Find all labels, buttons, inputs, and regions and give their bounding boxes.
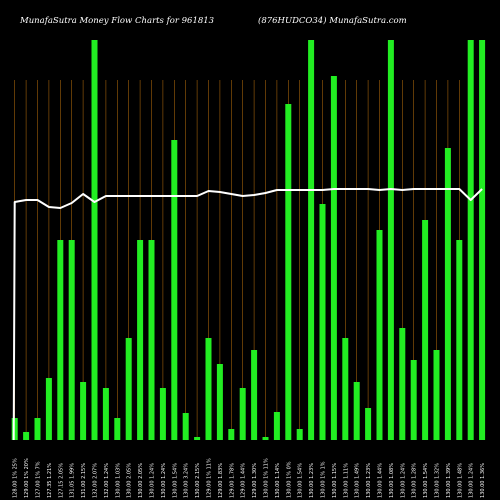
bar bbox=[159, 388, 166, 440]
x-tick-label: 130.00 1.24% bbox=[161, 463, 167, 498]
x-tick-label: 130.00 1.23% bbox=[309, 463, 315, 498]
x-tick-label: 130.00 3.24% bbox=[184, 463, 190, 498]
x-tick-label: 128.00 1% 25% bbox=[13, 458, 19, 498]
x-tick-label: 130.00 1.03% bbox=[115, 463, 121, 498]
x-tick-label: 129.00 1% 20% bbox=[24, 458, 30, 498]
bar bbox=[399, 328, 406, 440]
bar bbox=[171, 140, 178, 440]
bar bbox=[137, 240, 144, 440]
bar bbox=[308, 40, 315, 440]
x-tick-label: 129.00 1.44% bbox=[241, 463, 247, 498]
bar bbox=[23, 432, 30, 440]
x-tick-label: 130.00 1.08% bbox=[389, 463, 395, 498]
bar bbox=[148, 240, 155, 440]
x-tick-label: 130.00 1.54% bbox=[423, 463, 429, 498]
x-tick-label: 129.00 1.30% bbox=[252, 463, 258, 498]
bar bbox=[182, 413, 189, 440]
bar bbox=[114, 418, 121, 440]
x-tick-label: 130.00 1.24% bbox=[469, 463, 475, 498]
x-tick-label: 130.00 1.14% bbox=[275, 463, 281, 498]
x-tick-label: 130.00 1.11% bbox=[343, 463, 349, 498]
bar bbox=[387, 40, 394, 440]
x-tick-label: 130.00 2.05% bbox=[127, 463, 133, 498]
bar bbox=[91, 40, 98, 440]
bar bbox=[365, 408, 372, 440]
x-tick-label: 130.00 1% 1% bbox=[321, 461, 327, 498]
x-tick-label: 132.00 1.24% bbox=[104, 463, 110, 498]
x-tick-label: 130.00 1.28% bbox=[412, 463, 418, 498]
bar bbox=[467, 40, 474, 440]
bar bbox=[330, 76, 337, 440]
bar bbox=[80, 382, 87, 440]
x-tick-label: 130.00 1.48% bbox=[457, 463, 463, 498]
x-tick-label: 130.00 1% 11% bbox=[264, 458, 270, 498]
x-tick-label: 127.00 1% 7% bbox=[36, 461, 42, 498]
bar bbox=[342, 338, 349, 440]
x-tick-label: 132.00 2.07% bbox=[93, 463, 99, 498]
x-tick-label: 127.35 1.21% bbox=[47, 463, 53, 498]
bar bbox=[125, 338, 132, 440]
bar bbox=[216, 364, 223, 440]
x-tick-label: 130.00 1.24% bbox=[150, 463, 156, 498]
x-tick-label: 130.00 1.54% bbox=[298, 463, 304, 498]
x-tick-label: 127.15 2.05% bbox=[58, 463, 64, 498]
x-tick-label: 130.00 1% 0% bbox=[286, 461, 292, 498]
bar bbox=[194, 437, 201, 440]
bar bbox=[34, 418, 41, 440]
bar bbox=[68, 240, 75, 440]
x-tick-label: 130.00 1.15% bbox=[332, 463, 338, 498]
bar bbox=[479, 40, 486, 440]
bar bbox=[444, 148, 451, 440]
bar bbox=[456, 240, 463, 440]
bar bbox=[433, 350, 440, 440]
x-tick-label: 130.00 1.36% bbox=[480, 463, 486, 498]
bar bbox=[296, 429, 303, 440]
x-tick-label: 130.00 1.24% bbox=[400, 463, 406, 498]
x-tick-label: 130.00 1.23% bbox=[366, 463, 372, 498]
x-tick-label: 130.00 2.15% bbox=[195, 463, 201, 498]
bar bbox=[262, 437, 269, 440]
x-tick-label: 129.00 1.83% bbox=[218, 463, 224, 498]
x-tick-label: 129.00 1.78% bbox=[229, 463, 235, 498]
x-tick-label: 131.00 2.15% bbox=[81, 463, 87, 498]
bar bbox=[273, 412, 280, 440]
x-tick-label: 130.00 1.39% bbox=[446, 463, 452, 498]
bar bbox=[376, 230, 383, 440]
x-tick-label: 131.05 1.99% bbox=[70, 463, 76, 498]
bar bbox=[251, 350, 258, 440]
x-tick-label: 130.00 1.54% bbox=[172, 463, 178, 498]
bar bbox=[205, 338, 212, 440]
bar bbox=[353, 382, 360, 440]
x-tick-label: 130.00 1.49% bbox=[355, 463, 361, 498]
bar bbox=[45, 378, 52, 440]
bar bbox=[422, 220, 429, 440]
bar bbox=[319, 204, 326, 440]
bar bbox=[228, 429, 235, 440]
bar bbox=[410, 360, 417, 440]
bar bbox=[102, 388, 109, 440]
x-tick-label: 130.00 2.05% bbox=[138, 463, 144, 498]
chart-header-left: MunafaSutra Money Flow Charts for 961813 bbox=[20, 16, 215, 26]
chart-header-right: (876HUDCO34) MunafaSutra.com bbox=[258, 16, 407, 26]
bar bbox=[57, 240, 64, 440]
x-tick-label: 129.00 1% 11% bbox=[207, 458, 213, 498]
bar bbox=[239, 388, 246, 440]
x-tick-label: 130.00 1.44% bbox=[378, 463, 384, 498]
bar bbox=[285, 104, 292, 440]
price-line bbox=[12, 188, 483, 441]
x-tick-label: 130.00 1.32% bbox=[435, 463, 441, 498]
